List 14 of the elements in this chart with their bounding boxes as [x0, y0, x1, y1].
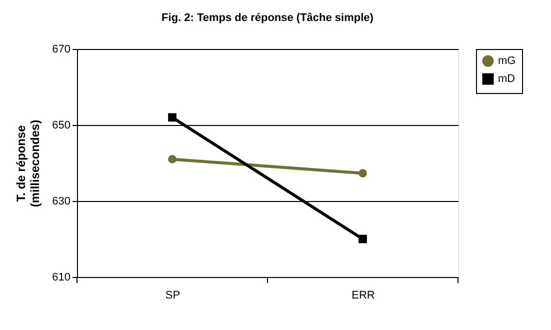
y-tick-label: 670 [52, 44, 70, 56]
y-tick-label: 630 [52, 196, 70, 208]
x-tick-label: SP [165, 290, 180, 302]
chart-title: Fig. 2: Temps de réponse (Tâche simple) [162, 12, 374, 24]
point [358, 169, 367, 178]
y-tick-label: 650 [52, 120, 70, 132]
legend-label: mD [498, 73, 516, 85]
point [168, 113, 176, 122]
point [168, 155, 176, 164]
point [358, 234, 367, 244]
legend-label: mG [498, 55, 516, 67]
x-tick-label: ERR [352, 290, 375, 302]
y-tick-label: 610 [52, 272, 70, 284]
y-axis-title: T. de réponse (millisecondes) [14, 120, 42, 208]
